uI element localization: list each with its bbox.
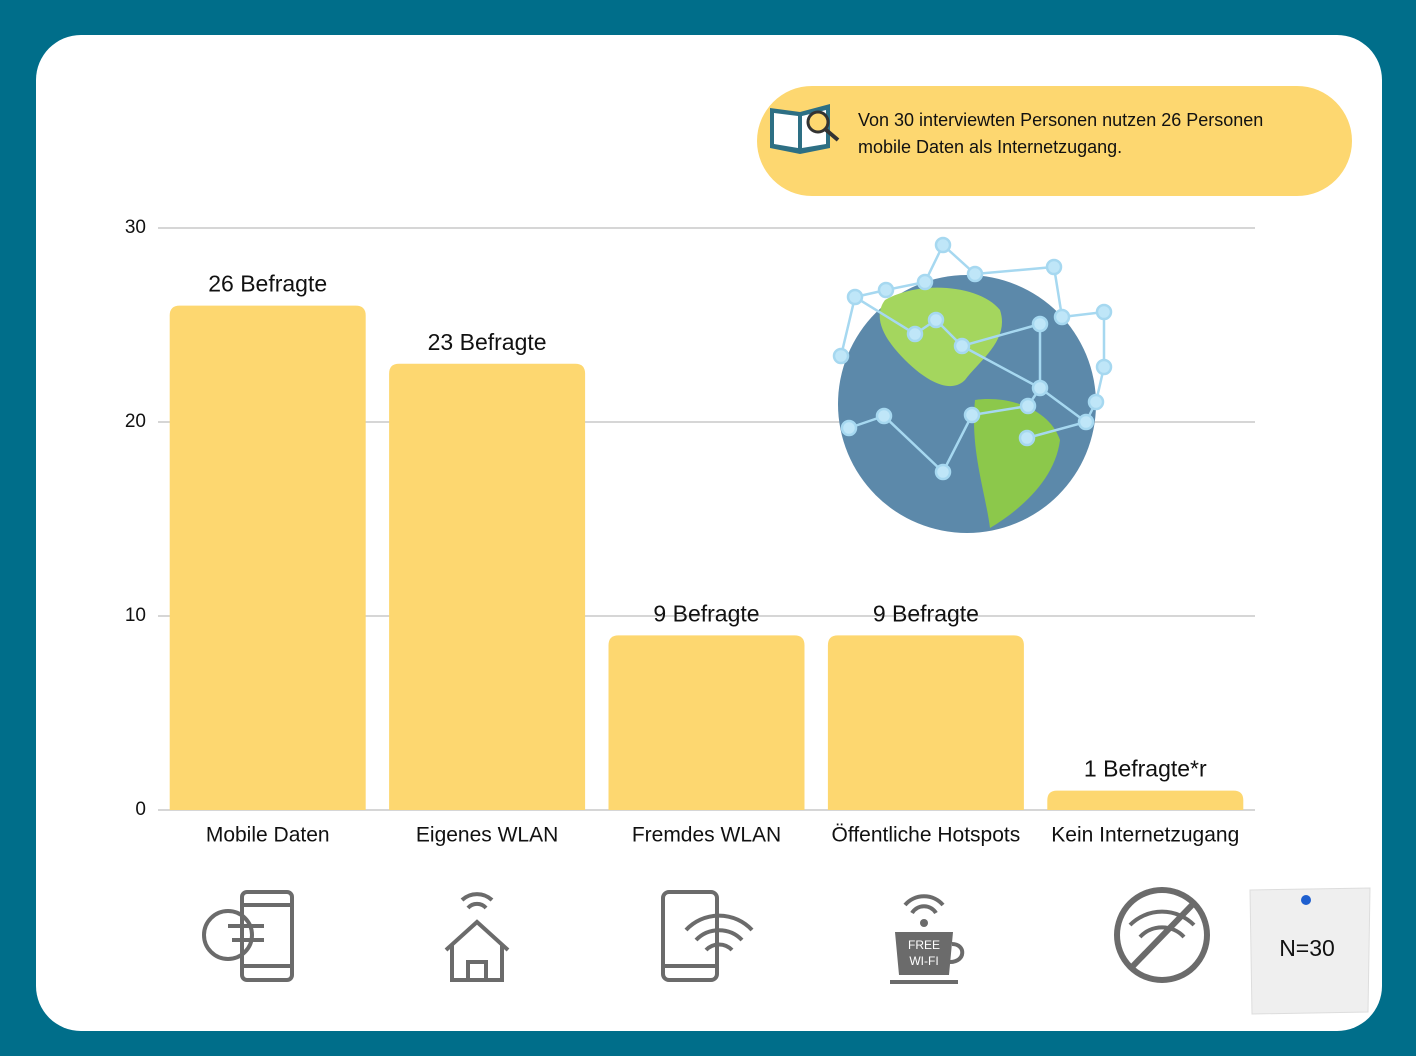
annotation-line: Von 30 interviewten Personen nutzen 26 P… [858,110,1263,130]
value-label: 26 Befragte [208,271,327,297]
icon-label: FREE [908,938,940,952]
y-tick-label: 0 [135,799,146,820]
note: N=30 [1279,935,1335,961]
bar [608,635,805,810]
x-tick-label: Kein Internetzugang [1051,824,1239,847]
bar [827,635,1024,810]
value-label: 1 Befragte*r [1084,756,1207,782]
y-tick-label: 10 [125,605,146,626]
phone-wifi-icon [661,890,754,982]
value-label: 9 Befragte [653,600,759,626]
x-tick-label: Fremdes WLAN [632,824,781,847]
value-label: 23 Befragte [428,329,547,355]
y-tick-label: 30 [125,217,146,238]
x-tick-label: Eigenes WLAN [416,824,558,847]
no-wifi-icon [1114,887,1210,983]
mobile-data-icon [202,890,294,982]
globe [832,236,1113,533]
x-tick-label: Öffentliche Hotspots [832,824,1021,847]
x-tick-label: Mobile Daten [206,824,330,847]
home-wifi-icon [444,892,510,982]
icon-label: WI-FI [909,954,938,968]
annotation-line: mobile Daten als Internetzugang. [858,137,1122,157]
free-wifi-icon: FREE WI-FI [890,894,965,984]
card [36,35,1382,1031]
value-label: 9 Befragte [873,600,979,626]
y-tick-label: 20 [125,411,146,432]
bar [1047,790,1244,810]
bar [389,363,586,810]
bar [169,305,366,810]
annotation-box [757,86,1352,196]
note-paper: N=30 [1249,887,1371,1015]
book-icon [770,104,840,154]
